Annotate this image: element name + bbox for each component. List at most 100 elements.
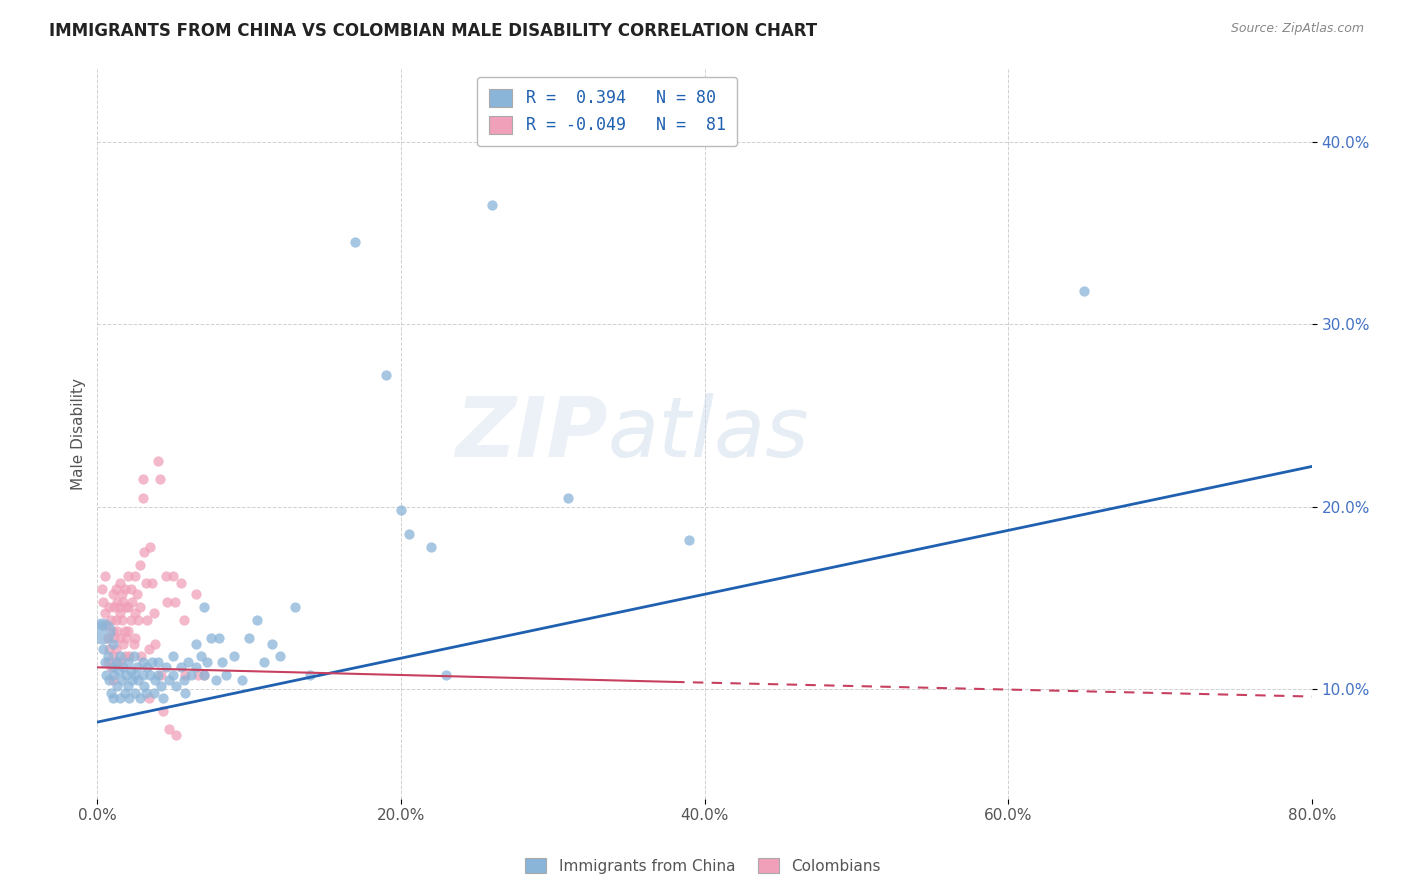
Point bbox=[155, 660, 177, 674]
Legend: R =  0.394   N = 80, R = -0.049   N =  81: R = 0.394 N = 80, R = -0.049 N = 81 bbox=[478, 77, 737, 146]
Point bbox=[96, 618, 118, 632]
Point bbox=[177, 655, 200, 669]
Point bbox=[108, 606, 131, 620]
Point bbox=[105, 624, 128, 638]
Point bbox=[184, 637, 207, 651]
Point bbox=[93, 642, 115, 657]
Point bbox=[174, 686, 197, 700]
Point bbox=[104, 613, 127, 627]
Point bbox=[162, 649, 184, 664]
Point bbox=[114, 686, 136, 700]
Text: Source: ZipAtlas.com: Source: ZipAtlas.com bbox=[1230, 22, 1364, 36]
Point bbox=[122, 637, 145, 651]
Point bbox=[118, 649, 141, 664]
Point bbox=[111, 587, 134, 601]
Point bbox=[97, 649, 120, 664]
Point bbox=[374, 368, 396, 383]
Point bbox=[186, 667, 208, 681]
Point bbox=[136, 660, 159, 674]
Point bbox=[150, 679, 173, 693]
Point bbox=[101, 637, 124, 651]
Point bbox=[157, 723, 180, 737]
Text: ZIP: ZIP bbox=[454, 393, 607, 475]
Point bbox=[105, 594, 128, 608]
Point bbox=[107, 600, 129, 615]
Point bbox=[132, 667, 155, 681]
Point bbox=[200, 631, 222, 645]
Point bbox=[134, 679, 156, 693]
Point bbox=[104, 642, 127, 657]
Point bbox=[138, 642, 160, 657]
Point bbox=[108, 576, 131, 591]
Point bbox=[100, 686, 122, 700]
Point bbox=[155, 569, 177, 583]
Point bbox=[142, 606, 165, 620]
Point bbox=[101, 624, 124, 638]
Point bbox=[90, 624, 112, 638]
Point bbox=[101, 691, 124, 706]
Point bbox=[128, 691, 150, 706]
Point bbox=[111, 673, 134, 687]
Point bbox=[97, 655, 120, 669]
Point bbox=[90, 618, 112, 632]
Point bbox=[246, 613, 269, 627]
Point bbox=[143, 673, 166, 687]
Point bbox=[101, 660, 124, 674]
Point bbox=[146, 667, 169, 681]
Point bbox=[139, 540, 162, 554]
Point bbox=[208, 631, 231, 645]
Point bbox=[108, 631, 131, 645]
Point bbox=[170, 576, 193, 591]
Point bbox=[120, 613, 142, 627]
Point bbox=[557, 491, 579, 505]
Point bbox=[117, 569, 139, 583]
Point bbox=[150, 667, 173, 681]
Point bbox=[112, 660, 135, 674]
Point bbox=[120, 582, 142, 596]
Point bbox=[165, 728, 187, 742]
Point bbox=[127, 613, 149, 627]
Point bbox=[215, 667, 238, 681]
Point bbox=[125, 660, 148, 674]
Point bbox=[101, 649, 124, 664]
Point bbox=[190, 649, 212, 664]
Point bbox=[193, 600, 215, 615]
Point bbox=[124, 686, 146, 700]
Point bbox=[121, 673, 143, 687]
Point bbox=[115, 600, 138, 615]
Point bbox=[120, 664, 142, 678]
Legend: Immigrants from China, Colombians: Immigrants from China, Colombians bbox=[519, 852, 887, 880]
Point bbox=[1073, 285, 1095, 299]
Point bbox=[108, 655, 131, 669]
Point bbox=[97, 631, 120, 645]
Point bbox=[114, 649, 136, 664]
Point bbox=[98, 600, 121, 615]
Point bbox=[260, 637, 283, 651]
Point bbox=[94, 655, 117, 669]
Point bbox=[100, 660, 122, 674]
Point bbox=[114, 624, 136, 638]
Point bbox=[103, 631, 125, 645]
Point bbox=[436, 667, 458, 681]
Point bbox=[135, 576, 157, 591]
Point bbox=[127, 673, 149, 687]
Point bbox=[231, 673, 253, 687]
Point bbox=[142, 686, 165, 700]
Point bbox=[222, 649, 245, 664]
Text: atlas: atlas bbox=[607, 393, 808, 475]
Point bbox=[132, 491, 155, 505]
Point bbox=[195, 655, 218, 669]
Point bbox=[108, 649, 131, 664]
Point bbox=[143, 637, 166, 651]
Point bbox=[146, 454, 169, 468]
Point bbox=[132, 472, 155, 486]
Point bbox=[180, 667, 202, 681]
Point bbox=[398, 527, 420, 541]
Point bbox=[165, 679, 187, 693]
Point bbox=[420, 540, 443, 554]
Point bbox=[103, 600, 125, 615]
Point bbox=[193, 667, 215, 681]
Point bbox=[124, 631, 146, 645]
Point bbox=[117, 624, 139, 638]
Point bbox=[141, 576, 163, 591]
